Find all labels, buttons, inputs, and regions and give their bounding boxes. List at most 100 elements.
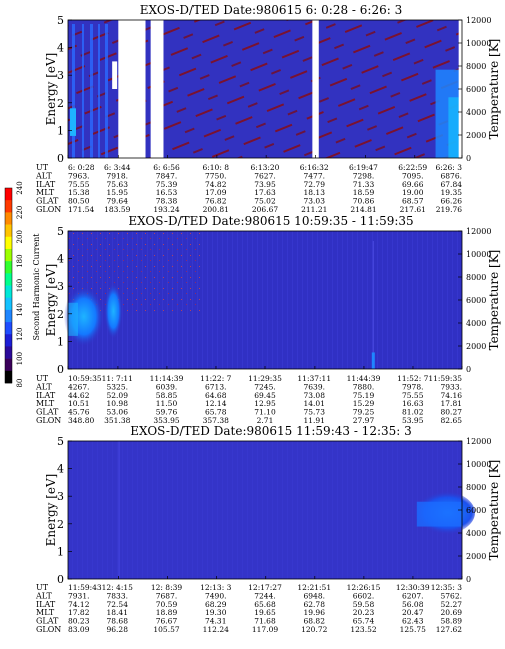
- heatmap-hot-region: [104, 283, 123, 340]
- heatmap-hot-region: [416, 501, 462, 527]
- orbit-cell: 68.57: [402, 197, 424, 206]
- y-tick-label: 3: [57, 69, 64, 82]
- heatmap-band: [98, 24, 100, 158]
- orbit-cell: 357.38: [203, 416, 229, 425]
- orbit-cell: 353.95: [153, 416, 179, 425]
- orbit-cell: 20.69: [441, 608, 463, 617]
- orbit-cell: 7963.: [68, 171, 89, 180]
- orbit-cell: 11.91: [304, 416, 325, 425]
- orbit-cell: 74.31: [205, 617, 226, 626]
- orbit-cell: 56.08: [402, 600, 424, 609]
- y-right-tick-label: 2000: [466, 131, 486, 140]
- orbit-row-label: ALT: [35, 171, 52, 180]
- orbit-cell: 19.30: [205, 608, 227, 617]
- heatmap-texture: [68, 441, 462, 579]
- orbit-cell: 15.95: [107, 188, 129, 197]
- heatmap-hot-region: [448, 97, 462, 158]
- y-tick-label: 3: [57, 280, 64, 293]
- orbit-cell: 211.21: [301, 205, 327, 214]
- orbit-row-label: GLAT: [36, 617, 59, 626]
- orbit-cell: 7880.: [353, 382, 374, 391]
- energy-axis-label: Energy [eV]: [44, 474, 58, 547]
- orbit-cell: 11:59:43: [68, 583, 102, 592]
- orbit-cell: 68.29: [205, 600, 227, 609]
- orbit-cell: 17.82: [68, 608, 90, 617]
- orbit-cell: 69.66: [402, 180, 424, 189]
- orbit-cell: 219.76: [436, 205, 462, 214]
- orbit-cell: 12: 4:15: [102, 583, 134, 592]
- orbit-cell: 117.09: [252, 625, 278, 634]
- orbit-row-label: ILAT: [36, 180, 56, 189]
- orbit-cell: 7627.: [254, 171, 275, 180]
- panel-title: EXOS-D/TED Date:980615 6: 0:28 - 6:26: 3: [140, 3, 402, 17]
- colorbar-segment: [5, 236, 12, 250]
- orbit-cell: 44.62: [68, 391, 90, 400]
- y-right-tick-label: 10000: [466, 460, 491, 469]
- orbit-row-label: MLT: [36, 399, 55, 408]
- y-right-tick-label: 6000: [466, 506, 486, 515]
- orbit-cell: 82.65: [441, 416, 463, 425]
- orbit-cell: 6602.: [353, 591, 374, 600]
- orbit-cell: 18.89: [156, 608, 178, 617]
- colorbar-tick-label: 240: [16, 181, 24, 194]
- orbit-cell: 6:19:47: [349, 163, 378, 172]
- orbit-cell: 80.27: [441, 408, 463, 417]
- y-tick-label: 0: [57, 152, 64, 165]
- orbit-row-label: ALT: [35, 591, 52, 600]
- orbit-cell: 4267.: [68, 382, 89, 391]
- panels: [63, 19, 475, 580]
- colorbar-segment: [5, 248, 12, 262]
- orbit-cell: 6:26: 3: [435, 163, 462, 172]
- spectrogram-panel: [63, 230, 463, 370]
- orbit-cell: 18.41: [107, 608, 128, 617]
- orbit-cell: 7933.: [441, 382, 462, 391]
- orbit-cell: 12:13: 3: [200, 583, 232, 592]
- orbit-row-label: GLAT: [36, 408, 59, 417]
- orbit-cell: 58.85: [156, 391, 178, 400]
- orbit-cell: 96.28: [107, 625, 129, 634]
- y-right-tick-label: 0: [466, 575, 471, 584]
- y-right-tick-label: 10000: [466, 39, 491, 48]
- orbit-cell: 16.53: [156, 188, 178, 197]
- heatmap-data-gap: [118, 20, 146, 158]
- orbit-cell: 75.55: [402, 391, 424, 400]
- orbit-cell: 10:59:35: [68, 374, 102, 383]
- orbit-cell: 7687.: [156, 591, 177, 600]
- heatmap-line: [118, 441, 120, 579]
- orbit-cell: 80.23: [68, 617, 90, 626]
- orbit-cell: 66.26: [441, 197, 463, 206]
- orbit-cell: 59.76: [156, 408, 178, 417]
- orbit-cell: 112.24: [203, 625, 229, 634]
- orbit-cell: 7244.: [254, 591, 275, 600]
- temperature-axis-label: Temperature [K]: [487, 460, 501, 561]
- y-right-tick-label: 4000: [466, 529, 486, 538]
- orbit-cell: 17.81: [441, 399, 462, 408]
- orbit-cell: 79.64: [107, 197, 129, 206]
- orbit-cell: 79.25: [353, 408, 375, 417]
- orbit-row-label: MLT: [36, 608, 55, 617]
- orbit-row-label: GLON: [36, 625, 61, 634]
- orbit-cell: 53.95: [402, 416, 424, 425]
- orbit-cell: 206.67: [252, 205, 278, 214]
- orbit-cell: 7639.: [304, 382, 325, 391]
- orbit-row-label: GLAT: [36, 197, 59, 206]
- orbit-cell: 351.38: [104, 416, 130, 425]
- colorbar-tick-label: 200: [16, 230, 24, 243]
- y-right-tick-label: 12000: [466, 16, 491, 25]
- y-tick-label: 1: [57, 124, 64, 137]
- energy-axis-label: Energy [eV]: [44, 53, 58, 126]
- y-right-tick-label: 2000: [466, 342, 486, 351]
- orbit-cell: 81.02: [402, 408, 424, 417]
- colorbar-segment: [5, 370, 12, 384]
- orbit-cell: 64.68: [205, 391, 227, 400]
- orbit-row-label: ALT: [35, 382, 52, 391]
- y-right-tick-label: 12000: [466, 437, 491, 446]
- orbit-cell: 6713.: [205, 382, 226, 391]
- orbit-cell: 71.33: [353, 180, 375, 189]
- orbit-cell: 5325.: [107, 382, 128, 391]
- orbit-cell: 12:21:51: [297, 583, 331, 592]
- orbit-cell: 71.10: [254, 408, 276, 417]
- y-tick-label: 4: [57, 253, 64, 266]
- orbit-cell: 70.86: [353, 197, 375, 206]
- orbit-cell: 12.95: [254, 399, 276, 408]
